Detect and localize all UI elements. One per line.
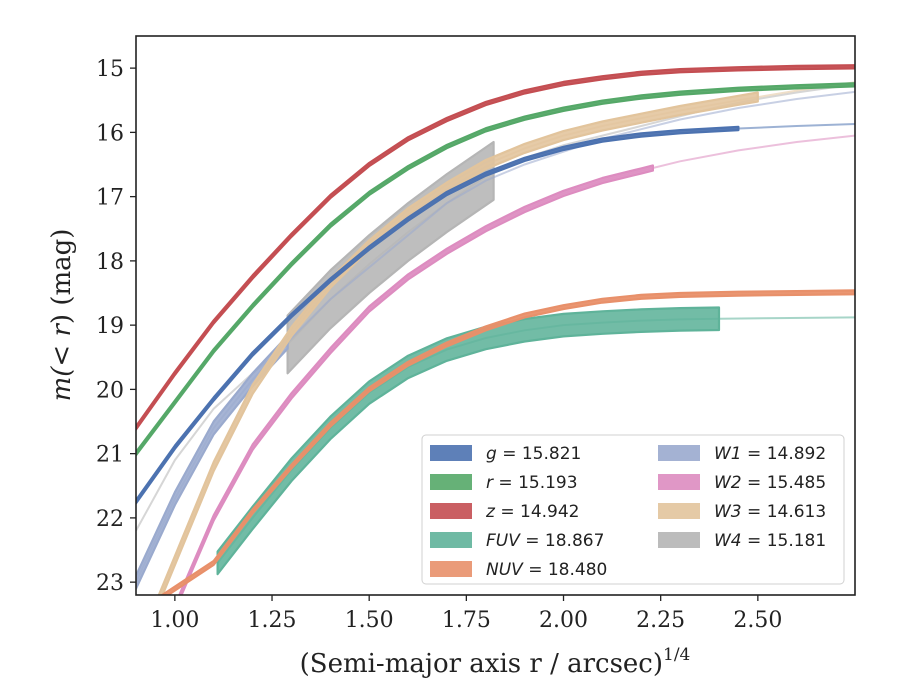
x-tick-label: 1.50 — [345, 608, 394, 633]
legend-var-W1: W1 — [714, 444, 742, 464]
series-band-NUV — [160, 289, 855, 595]
legend-entry-FUV: FUV = 18.867 — [486, 531, 604, 551]
legend-swatch-r — [430, 474, 472, 490]
legend-entry-W4: W4 = 15.181 — [714, 531, 826, 551]
legend-swatch-FUV — [430, 532, 472, 548]
legend-var-W4: W4 — [714, 531, 742, 551]
legend-entry-z: z = 14.942 — [485, 502, 579, 522]
legend-entry-W2: W2 = 15.485 — [714, 473, 826, 493]
legend-value-g: = — [497, 444, 522, 464]
legend-entry-r: r = 15.193 — [486, 473, 578, 493]
legend-var-NUV: NUV — [486, 560, 524, 580]
legend-number-NUV: 18.480 — [548, 560, 607, 580]
series-W3 — [157, 81, 855, 595]
legend-value-W3: = — [742, 502, 767, 522]
legend-number-W4: 15.181 — [767, 531, 826, 551]
x-tick-label: 1.25 — [248, 608, 297, 633]
y-axis-ticks: 15 16 17 18 19 20 21 22 23 — [96, 57, 136, 596]
y-tick-label: 20 — [96, 378, 124, 403]
x-axis-label-exponent: 1/4 — [663, 645, 690, 665]
y-tick-label: 18 — [96, 250, 124, 275]
legend-number-FUV: 18.867 — [545, 531, 604, 551]
legend-value-FUV: = — [520, 531, 545, 551]
legend-value-W2: = — [742, 473, 767, 493]
legend-value-NUV: = — [523, 560, 548, 580]
x-tick-label: 2.25 — [636, 608, 685, 633]
series-band-z — [136, 64, 855, 431]
y-tick-label: 19 — [96, 314, 124, 339]
y-axis-label-suffix: ) (mag) — [47, 229, 77, 325]
series-layer — [136, 64, 855, 595]
legend-entry-NUV: NUV = 18.480 — [486, 560, 607, 580]
x-axis-label: (Semi-major axis r / arcsec)1/4 — [300, 645, 691, 679]
y-tick-label: 16 — [96, 121, 124, 146]
y-axis-label-prefix: m( — [47, 366, 77, 402]
legend-var-r: r — [486, 473, 494, 493]
series-band-W2 — [178, 164, 654, 595]
legend-swatch-W4 — [658, 532, 700, 548]
x-tick-label: 1.00 — [150, 608, 199, 633]
series-band-r — [136, 82, 855, 457]
y-tick-label: 15 — [96, 57, 124, 82]
legend-var-FUV: FUV — [486, 531, 521, 551]
legend: g = 15.821 r = 15.193 z = 14.942 FUV = 18.8… — [421, 434, 845, 585]
series-W2 — [178, 134, 855, 595]
legend-value-W1: = — [742, 444, 767, 464]
series-band-W3 — [157, 91, 759, 595]
legend-var-W2: W2 — [714, 473, 742, 493]
y-tick-label: 21 — [96, 443, 124, 468]
legend-number-W1: 14.892 — [767, 444, 826, 464]
legend-entry-W1: W1 = 14.892 — [714, 444, 826, 464]
legend-value-r: = — [493, 473, 518, 493]
legend-swatch-W3 — [658, 503, 700, 519]
y-tick-label: 22 — [96, 507, 124, 532]
series-NUV — [160, 289, 855, 595]
series-band-g — [136, 125, 740, 505]
legend-number-g: 15.821 — [522, 444, 581, 464]
series-z — [136, 64, 855, 431]
y-axis-label: m(< r) (mag) — [47, 229, 77, 402]
legend-var-W3: W3 — [714, 502, 742, 522]
legend-number-W2: 15.485 — [767, 473, 826, 493]
x-tick-label: 1.75 — [442, 608, 491, 633]
legend-swatch-g — [430, 445, 472, 461]
y-axis-label-variable: < r — [47, 323, 77, 367]
series-band-W4 — [286, 140, 495, 375]
legend-entry-g: g = 15.821 — [486, 444, 581, 464]
legend-var-z: z — [485, 502, 496, 522]
series-g — [136, 123, 855, 505]
legend-box — [421, 434, 845, 585]
plot-frame — [135, 35, 856, 596]
legend-swatch-W1 — [658, 445, 700, 461]
legend-number-r: 15.193 — [518, 473, 577, 493]
legend-swatch-NUV — [430, 561, 472, 577]
x-tick-label: 2.00 — [539, 608, 588, 633]
y-tick-label: 17 — [96, 186, 124, 211]
legend-value-z: = — [495, 502, 520, 522]
x-axis-ticks: 1.00 1.25 1.50 1.75 2.00 2.25 2.50 — [150, 595, 782, 633]
x-tick-label: 2.50 — [733, 608, 782, 633]
y-tick-label: 23 — [96, 571, 124, 596]
series-r — [136, 82, 855, 457]
x-axis-label-text: (Semi-major axis r / arcsec) — [300, 649, 663, 679]
legend-var-g: g — [486, 444, 497, 464]
legend-swatch-z — [430, 503, 472, 519]
legend-swatch-W2 — [658, 474, 700, 490]
legend-number-W3: 14.613 — [767, 502, 826, 522]
legend-entry-W3: W3 = 14.613 — [714, 502, 826, 522]
legend-value-W4: = — [742, 531, 767, 551]
legend-number-z: 14.942 — [520, 502, 579, 522]
